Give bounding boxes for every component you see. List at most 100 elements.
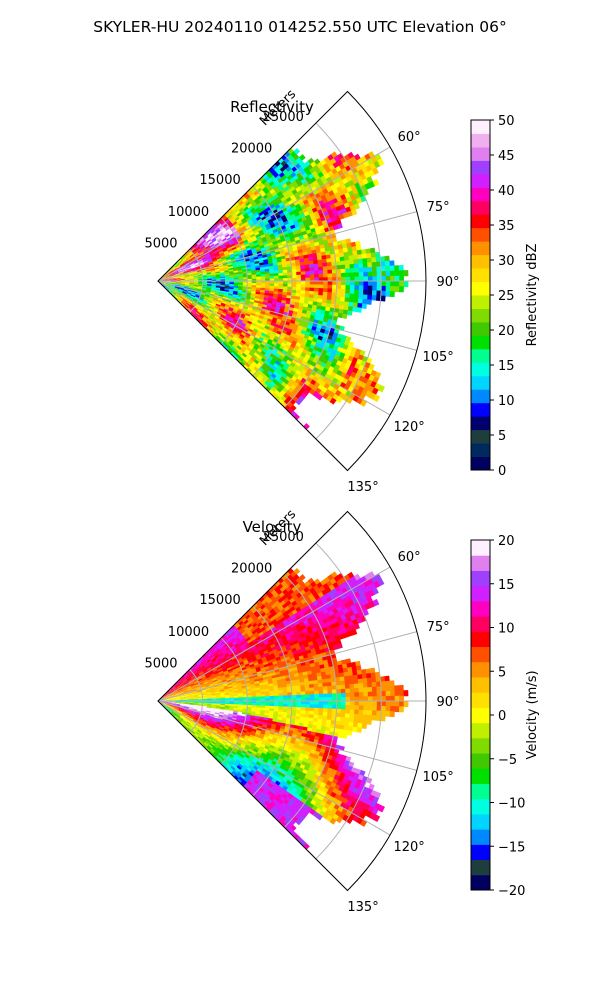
radar-bin	[238, 277, 243, 279]
radar-bin	[318, 270, 323, 274]
radar-bin	[390, 286, 395, 292]
radar-bin	[323, 285, 328, 289]
radar-bin	[341, 273, 346, 278]
radar-bin	[386, 281, 391, 287]
colorbar-segment	[471, 255, 490, 269]
colorbar-segment	[471, 389, 490, 403]
reflectivity-panel: Reflectivity 60°75°90°105°120°135°500010…	[144, 87, 540, 495]
radar-bin	[319, 285, 324, 289]
radar-bin	[362, 303, 367, 309]
radar-bin	[385, 266, 390, 272]
radar-bin	[283, 273, 288, 276]
radar-bin	[247, 277, 252, 279]
colorbar-tick-label: 10	[498, 394, 515, 409]
radar-bin	[354, 272, 359, 277]
colorbar-tick-label: 50	[498, 114, 515, 129]
radar-bin	[368, 272, 373, 277]
radar-bin	[372, 286, 377, 291]
angle-tick-label: 135°	[347, 480, 378, 495]
radar-bin	[358, 263, 363, 268]
radar-bin	[372, 262, 377, 268]
radar-bin	[234, 277, 239, 279]
radar-bin	[386, 286, 391, 292]
angle-tick-label: 60°	[398, 130, 421, 145]
radial-tick-label: 20000	[231, 142, 272, 157]
radar-bin	[301, 281, 306, 285]
radar-bin	[319, 281, 324, 285]
colorbar-segment	[471, 376, 490, 390]
radar-bin	[372, 271, 377, 276]
colorbar-tick-label: 15	[498, 359, 515, 374]
radar-bin	[390, 265, 395, 271]
colorbar-tick-label: 35	[498, 219, 515, 234]
radar-bin	[385, 291, 390, 297]
reflectivity-colorbar-label: Reflectivity dBZ	[525, 244, 540, 347]
radar-bin	[301, 271, 306, 275]
colorbar-segment	[471, 214, 490, 228]
radar-bin	[399, 270, 404, 276]
radar-bin	[319, 274, 324, 278]
angle-tick-label: 75°	[427, 200, 450, 215]
colorbar-segment	[471, 228, 490, 242]
radar-bin	[296, 272, 301, 276]
radar-bin	[399, 281, 404, 287]
radar-bin	[390, 271, 395, 277]
radar-bin	[310, 281, 315, 285]
colorbar-segment	[471, 133, 490, 147]
radar-bin	[345, 273, 350, 278]
radar-bin	[350, 281, 355, 286]
colorbar-segment	[471, 308, 490, 322]
angle-tick-label: 120°	[393, 420, 424, 435]
radar-bin	[314, 270, 319, 274]
colorbar-tick-label: 20	[498, 324, 515, 339]
radar-bin	[359, 272, 364, 277]
radar-bin	[314, 281, 319, 285]
radar-bin	[381, 281, 386, 287]
radar-bin	[270, 276, 275, 279]
colorbar-segment	[471, 403, 490, 417]
radar-bin	[283, 275, 288, 278]
radar-bin	[261, 276, 266, 279]
radar-bin	[292, 281, 297, 284]
colorbar-segment	[471, 322, 490, 336]
radar-bin	[323, 274, 328, 278]
radar-bin	[381, 271, 386, 277]
radar-bin	[305, 281, 310, 285]
radar-bin	[292, 272, 297, 276]
colorbar-segment	[471, 430, 490, 444]
radar-bin	[372, 267, 377, 273]
colorbar-segment	[471, 160, 490, 174]
colorbar-segment	[471, 120, 490, 134]
radar-bin	[357, 307, 362, 313]
radar-bin	[323, 281, 328, 285]
radar-bin	[292, 275, 297, 278]
radar-bin	[390, 281, 395, 287]
radar-bin	[296, 281, 301, 284]
radar-bin	[385, 261, 390, 267]
colorbar-segment	[471, 147, 490, 161]
radar-bin	[404, 281, 409, 287]
radar-bin	[301, 275, 306, 279]
radar-bin	[354, 263, 359, 268]
radar-bin	[350, 268, 355, 273]
radar-bin	[337, 281, 342, 285]
radar-bin	[341, 281, 346, 286]
radar-bin	[389, 260, 394, 266]
radial-tick-label: 10000	[168, 205, 209, 220]
colorbar-segment	[471, 282, 490, 296]
radar-bin	[399, 265, 404, 271]
colorbar-segment	[471, 349, 490, 363]
radar-bin	[368, 286, 373, 291]
angle-tick-label: 105°	[422, 350, 453, 365]
radar-bin	[346, 281, 351, 286]
radar-bin	[310, 274, 315, 278]
radar-bin	[265, 276, 270, 279]
colorbar-segment	[471, 201, 490, 215]
radar-bin	[403, 270, 408, 276]
radar-bin	[354, 281, 359, 286]
radar-bin	[341, 269, 346, 274]
radar-bin	[336, 269, 341, 274]
radar-bin	[386, 271, 391, 277]
